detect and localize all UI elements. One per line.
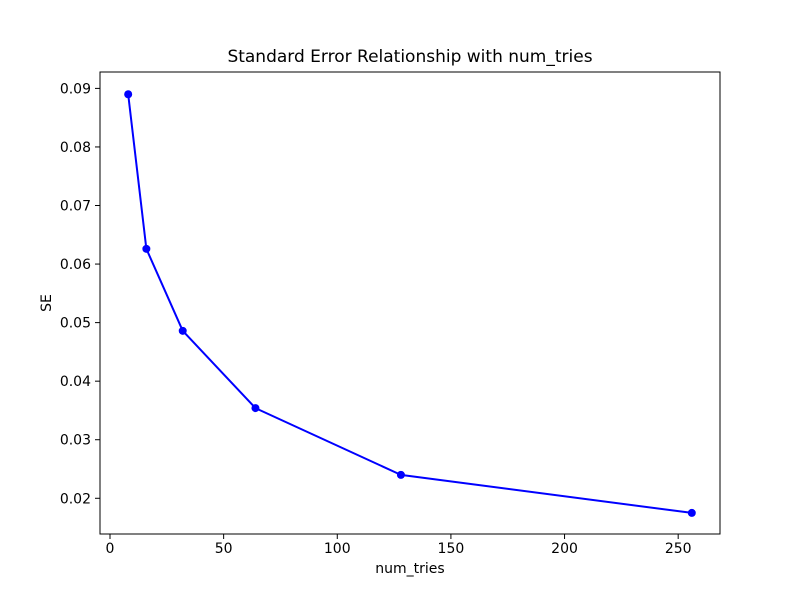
data-point (178, 326, 187, 335)
data-point (396, 470, 405, 479)
y-tick-label: 0.02 (60, 491, 91, 507)
se-line (127, 94, 692, 514)
y-tick-label: 0.03 (60, 433, 91, 449)
y-tick-label: 0.06 (60, 257, 91, 273)
data-point (142, 244, 151, 253)
plot-area: 0 50 100 150 200 250 0.02 0.03 0.04 0.05 0.06 0.07 0… (60, 71, 721, 557)
x-tick-label: 0 (106, 541, 115, 557)
plot-frame (99, 71, 721, 535)
x-tick-label: 100 (324, 541, 351, 557)
x-tick-label: 150 (438, 541, 465, 557)
y-tick-label: 0.04 (60, 374, 91, 390)
y-tick-label: 0.07 (60, 199, 91, 215)
x-tick-label: 250 (665, 541, 692, 557)
chart-title: Standard Error Relationship with num_tri… (227, 47, 592, 67)
data-point (124, 90, 133, 99)
x-tick-label: 200 (551, 541, 578, 557)
data-point (251, 404, 260, 413)
y-tick-label: 0.09 (60, 81, 91, 97)
y-tick-label: 0.05 (60, 316, 91, 332)
y-tick-label: 0.08 (60, 140, 91, 156)
y-axis-label: SE (39, 294, 55, 312)
x-tick-label: 50 (215, 541, 233, 557)
data-point (687, 508, 696, 517)
x-axis-label: num_tries (375, 561, 444, 577)
